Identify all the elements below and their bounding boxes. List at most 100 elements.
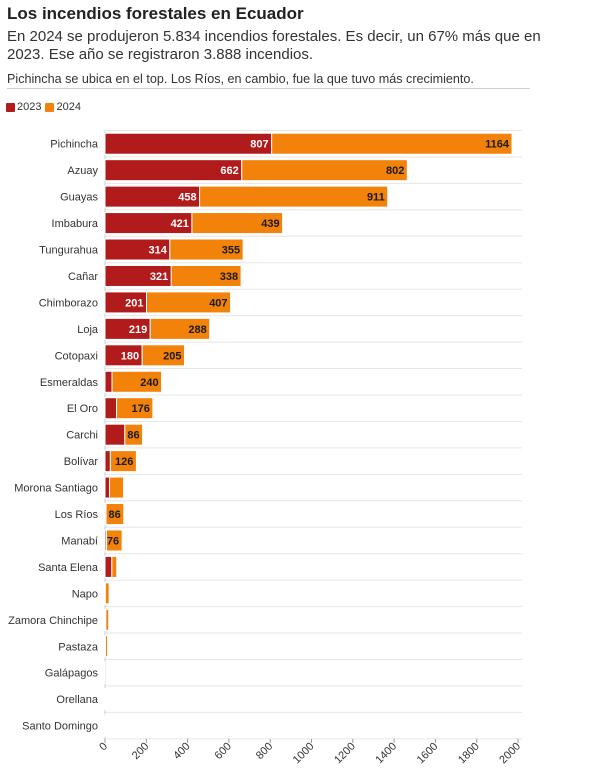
header: Los incendios forestales en Ecuador En 2…	[7, 4, 597, 87]
bar-2024	[199, 185, 389, 208]
bar-2024	[111, 555, 118, 578]
category-label: Napo	[72, 588, 98, 600]
data-label-2024: 439	[261, 218, 279, 230]
category-label: Cotopaxi	[55, 350, 98, 362]
bar-chart: Pichincha 807 1164 Azuay 662 802 Guayas 458 911 I…	[8, 130, 523, 766]
x-tick-label: 400	[171, 740, 192, 761]
category-label: Carchi	[66, 430, 98, 442]
bar-2023	[104, 370, 113, 393]
category-label: Tungurahua	[39, 245, 99, 257]
data-label-2024: 802	[386, 165, 404, 177]
bar-2024	[170, 264, 242, 287]
data-label-2024: 76	[107, 535, 119, 547]
category-label: El Oro	[67, 403, 98, 415]
category-label: Zamora Chinchipe	[8, 615, 98, 627]
bar-2024	[104, 714, 107, 737]
data-label-2023: 458	[178, 192, 196, 204]
bar-2024	[241, 159, 408, 182]
category-label: Manabí	[61, 535, 98, 547]
x-tick-label: 1000	[291, 740, 317, 766]
x-tick-label: 1200	[332, 740, 358, 766]
category-label: Orellana	[56, 694, 98, 706]
bar-2023	[104, 397, 118, 420]
category-label: Pastaza	[58, 641, 99, 653]
x-tick-label: 800	[254, 740, 275, 761]
x-tick-label: 1400	[373, 740, 399, 766]
data-label-2024: 338	[220, 271, 238, 283]
category-label: Morona Santiago	[14, 483, 98, 495]
bar-2024	[104, 688, 107, 711]
x-tick-label: 200	[130, 740, 151, 761]
data-label-2023: 662	[220, 165, 238, 177]
data-label-2024: 86	[127, 430, 139, 442]
bar-2024	[169, 238, 244, 261]
x-tick-label: 1600	[415, 740, 441, 766]
bar-2024	[149, 317, 211, 340]
legend-swatch-2024	[45, 102, 55, 112]
bar-2024	[191, 212, 284, 235]
category-label: Guayas	[60, 192, 98, 204]
bar-2024	[104, 635, 108, 658]
legend-swatch-2023	[6, 102, 15, 112]
chart-subtitle: En 2024 se produjeron 5.834 incendios fo…	[7, 28, 541, 63]
bar-2024	[105, 608, 110, 631]
category-label: Azuay	[67, 165, 98, 177]
data-label-2023: 421	[171, 218, 189, 230]
data-label-2023: 807	[250, 139, 268, 151]
chart-note: Pichincha se ubica en el top. Los Ríos, …	[7, 72, 474, 86]
data-label-2023: 219	[129, 324, 147, 336]
data-label-2024: 911	[367, 192, 385, 204]
bar-2023	[104, 132, 273, 155]
data-label-2024: 205	[163, 350, 181, 362]
category-label: Santo Domingo	[22, 721, 98, 733]
legend-label-2023: 2023	[17, 101, 42, 113]
category-label: Bolívar	[64, 456, 99, 468]
bar-2024	[124, 423, 144, 446]
category-label: Los Ríos	[55, 509, 99, 521]
data-label-2023: 201	[125, 297, 143, 309]
bar-2024	[116, 397, 154, 420]
category-label: Esmeraldas	[40, 377, 99, 389]
data-label-2024: 288	[188, 324, 206, 336]
data-label-2024: 1164	[485, 139, 510, 151]
category-label: Chimborazo	[39, 297, 98, 309]
x-tick-label: 1800	[456, 740, 482, 766]
data-label-2024: 176	[132, 403, 150, 415]
legend-item-2024: 2024	[45, 101, 81, 113]
chart-title: Los incendios forestales en Ecuador	[7, 4, 304, 23]
category-label: Santa Elena	[38, 562, 99, 574]
legend-item-2023: 2023	[6, 101, 41, 113]
header-divider	[7, 88, 530, 89]
data-label-2024: 126	[115, 456, 133, 468]
bar-2024	[146, 291, 232, 314]
x-tick-label: 0	[97, 740, 110, 753]
bar-2024	[271, 132, 513, 155]
bar-2024	[105, 503, 125, 526]
data-label-2024: 240	[140, 377, 158, 389]
bar-2024	[109, 476, 125, 499]
x-tick-label: 2000	[497, 740, 523, 766]
bar-2023	[104, 555, 113, 578]
bar-2023	[104, 476, 111, 499]
legend: 2023 2024	[6, 101, 85, 113]
category-label: Cañar	[68, 271, 98, 283]
legend-label-2024: 2024	[56, 101, 81, 113]
data-label-2023: 314	[148, 245, 167, 257]
data-label-2024: 355	[222, 245, 240, 257]
data-label-2024: 407	[209, 297, 227, 309]
bar-2023	[104, 423, 126, 446]
data-label-2024: 86	[109, 509, 121, 521]
bar-2024	[141, 344, 186, 367]
bar-2024	[109, 450, 137, 473]
data-label-2023: 180	[121, 350, 139, 362]
bar-2024	[105, 529, 123, 552]
bar-2024	[104, 582, 110, 605]
category-label: Imbabura	[52, 218, 99, 230]
category-label: Galápagos	[45, 668, 99, 680]
bar-2024	[111, 370, 163, 393]
category-label: Pichincha	[50, 139, 99, 151]
category-label: Loja	[77, 324, 99, 336]
x-tick-label: 600	[213, 740, 234, 761]
bar-2023	[104, 450, 111, 473]
bar-2024	[104, 661, 107, 684]
